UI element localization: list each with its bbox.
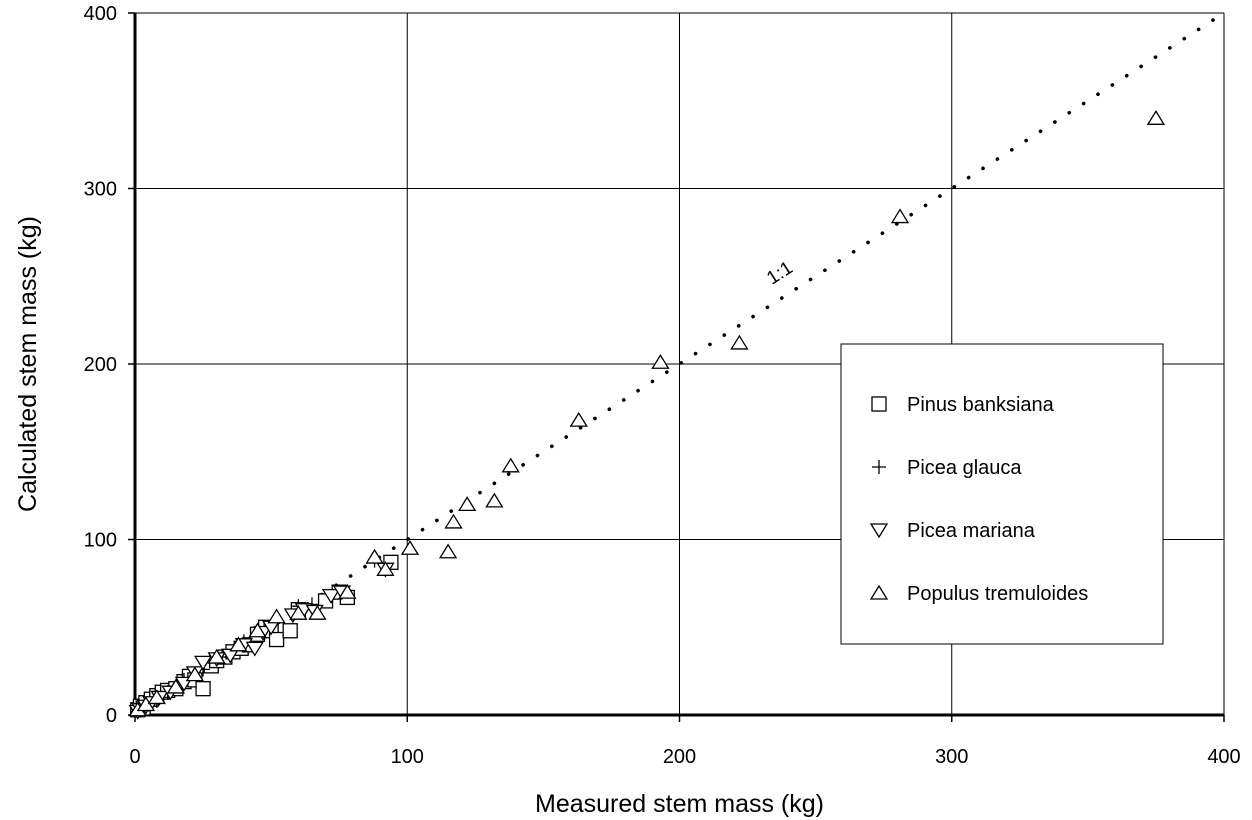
legend-marker-triangle-up [869, 584, 889, 600]
legend-label: Picea glauca [907, 457, 1022, 479]
series-triangle-up [128, 110, 1166, 717]
data-point-triangle-up [338, 583, 357, 599]
data-point-square [282, 623, 298, 639]
data-point-triangle-up [376, 561, 395, 576]
data-point-triangle-up [501, 457, 520, 473]
data-point-square [268, 631, 285, 648]
data-point-triangle-up [229, 636, 248, 652]
data-point-triangle-up [730, 334, 749, 350]
x-tick-label-300: 300 [935, 746, 968, 768]
x-tick-label-100: 100 [391, 746, 424, 768]
legend-marker-square [871, 396, 887, 412]
data-point-triangle-up [207, 648, 226, 664]
y-tick-label-0: 0 [106, 705, 117, 727]
x-tick-label-0: 0 [129, 746, 140, 768]
data-points [128, 110, 1166, 720]
data-point-triangle-up [438, 543, 458, 559]
data-point-triangle-down [193, 655, 213, 671]
data-point-triangle-up [444, 513, 463, 529]
data-point-triangle-up [1146, 110, 1166, 125]
data-point-triangle-up [147, 689, 166, 705]
data-point-triangle-up [166, 678, 186, 694]
data-point-triangle-up [400, 540, 420, 555]
data-point-triangle-up [289, 604, 308, 620]
data-point-triangle-up [308, 604, 327, 620]
y-axis-title: Calculated stem mass (kg) [14, 216, 42, 512]
grid-lines [135, 12, 1225, 715]
legend-marker-triangle-down [869, 523, 889, 539]
y-tick-label-300: 300 [84, 179, 117, 201]
y-tick-label-400: 400 [84, 3, 117, 25]
legend-label: Pinus banksiana [907, 394, 1055, 416]
data-point-triangle-up [890, 208, 910, 224]
data-point-triangle-up [457, 496, 477, 512]
data-point-triangle-up [569, 411, 588, 427]
data-point-triangle-up [185, 666, 205, 682]
legend-label: Picea mariana [907, 520, 1036, 542]
x-tick-label-400: 400 [1207, 746, 1240, 768]
legend-label: Populus tremuloides [907, 583, 1088, 605]
reference-line-label: 1:1 [763, 257, 797, 289]
legend-box [840, 343, 1164, 645]
x-axis-title: Measured stem mass (kg) [535, 790, 824, 818]
data-point-triangle-up [365, 548, 384, 564]
data-point-triangle-up [485, 492, 504, 508]
x-tick-label-200: 200 [663, 746, 696, 768]
data-point-square [195, 681, 211, 697]
data-point-triangle-up [267, 608, 286, 624]
axes [128, 12, 1225, 722]
data-point-triangle-up [651, 354, 670, 369]
tick-labels: 0 100 200 300 400 0 100 200 300 400 [84, 3, 1241, 768]
legend: Pinus banksiana Picea glauca Picea mariana… [840, 343, 1164, 645]
data-point-triangle-down [245, 641, 264, 657]
legend-marker-plus [872, 460, 886, 474]
y-tick-label-200: 200 [84, 354, 117, 376]
data-point-triangle-up [248, 622, 267, 638]
data-point-triangle-down [321, 589, 341, 604]
data-point-triangle-down [221, 648, 240, 664]
y-tick-label-100: 100 [84, 530, 117, 552]
